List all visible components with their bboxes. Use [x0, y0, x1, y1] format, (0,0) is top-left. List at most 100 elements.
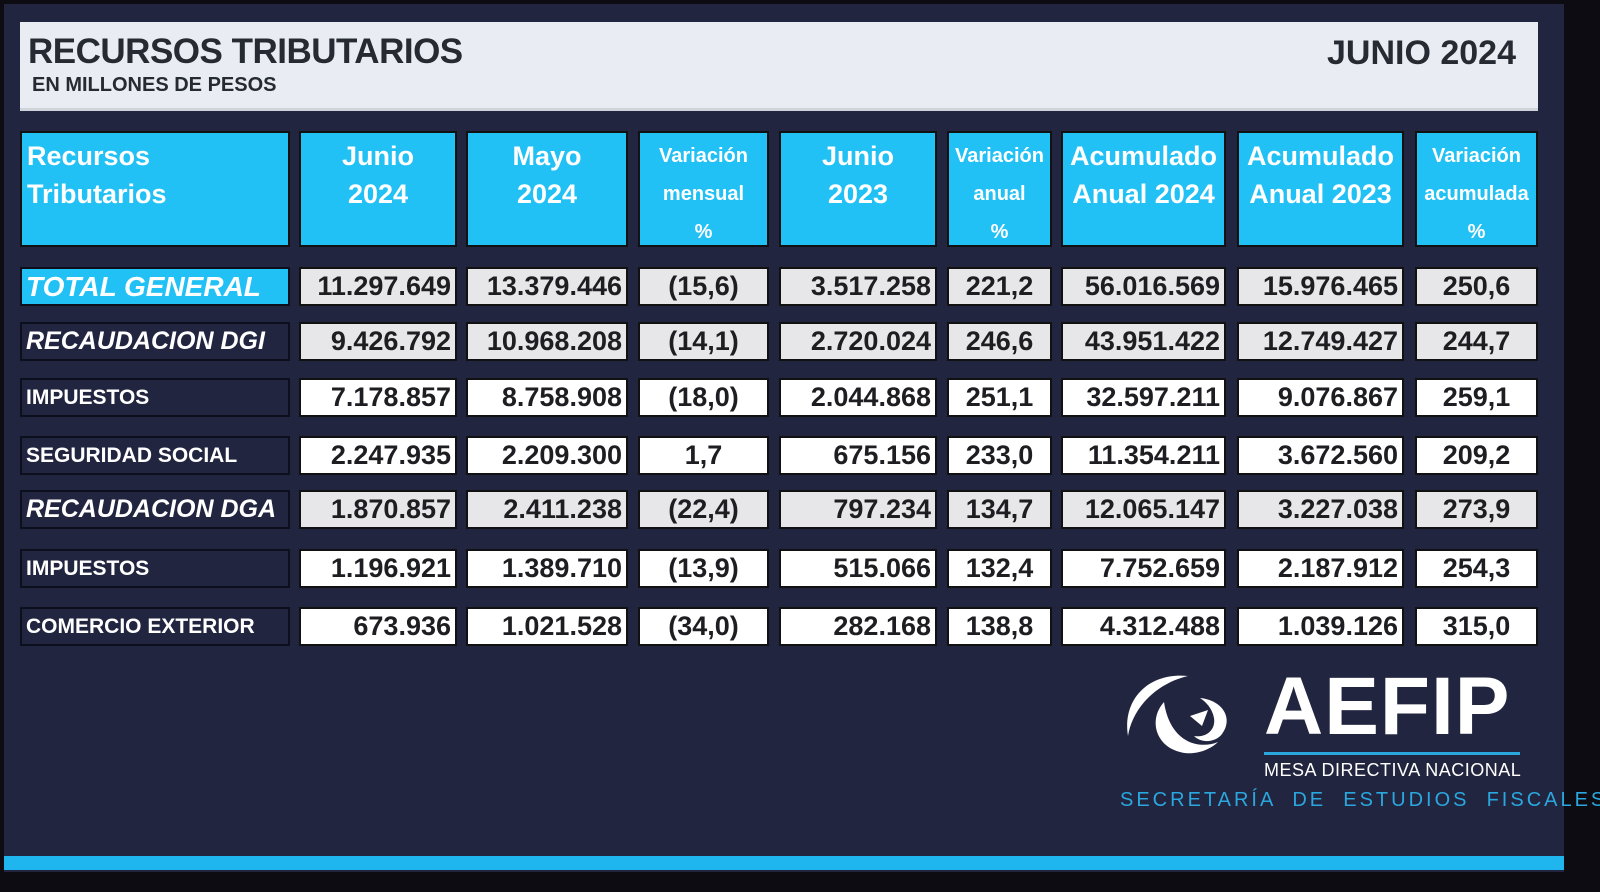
table-cell: 1,7 [638, 436, 769, 475]
column-header-line: mensual [662, 183, 745, 205]
column-header-line: Acumulado [1246, 141, 1394, 171]
page-title: RECURSOS TRIBUTARIOS [28, 32, 463, 71]
column-header-line: % [990, 221, 1009, 243]
column-header: Acumulado Anual 2023 [1237, 131, 1404, 247]
row-label: IMPUESTOS [20, 549, 290, 588]
table-cell: 56.016.569 [1061, 267, 1226, 306]
table-cell: 11.297.649 [299, 267, 457, 306]
table-cell: 11.354.211 [1061, 436, 1226, 475]
column-header-line: Variación [955, 145, 1044, 167]
table-cell: 138,8 [947, 607, 1052, 646]
column-header-line: Anual 2024 [1072, 179, 1215, 209]
row-label: IMPUESTOS [20, 378, 290, 417]
column-header: Junio 2023 [779, 131, 937, 247]
column-header: Variación acumulada% [1415, 131, 1538, 247]
table-cell: 7.178.857 [299, 378, 457, 417]
table-cell: (13,9) [638, 549, 769, 588]
table-cell: 244,7 [1415, 322, 1538, 361]
table-cell: 3.227.038 [1237, 490, 1404, 529]
column-header-line: Junio [822, 141, 894, 171]
logo-secretaria: SECRETARÍA DE ESTUDIOS FISCALES [1120, 789, 1600, 811]
table-cell: 32.597.211 [1061, 378, 1226, 417]
column-header: Junio 2024 [299, 131, 457, 247]
table-cell: (18,0) [638, 378, 769, 417]
row-label: TOTAL GENERAL [20, 267, 290, 306]
table-cell: 3.672.560 [1237, 436, 1404, 475]
column-header-line: Acumulado [1069, 141, 1217, 171]
column-header-line: Recursos [27, 141, 151, 171]
table-cell: 515.066 [779, 549, 937, 588]
column-header-line: acumulada [1424, 183, 1529, 205]
table-cell: (34,0) [638, 607, 769, 646]
logo-divider [1264, 752, 1520, 755]
column-header-line: Junio [342, 141, 414, 171]
column-header-line: Anual 2023 [1249, 179, 1392, 209]
row-label: RECAUDACION DGI [20, 322, 290, 361]
table-cell: 13.379.446 [466, 267, 628, 306]
table-cell: 2.044.868 [779, 378, 937, 417]
column-header-line: 2023 [827, 179, 889, 209]
row-label: RECAUDACION DGA [20, 490, 290, 529]
table-cell: 315,0 [1415, 607, 1538, 646]
column-header-line: Variación [659, 145, 748, 167]
table-cell: 2.187.912 [1237, 549, 1404, 588]
table-cell: 43.951.422 [1061, 322, 1226, 361]
table-cell: 282.168 [779, 607, 937, 646]
table-cell: 797.234 [779, 490, 937, 529]
logo-name: AEFIP [1264, 661, 1511, 752]
table-cell: 2.209.300 [466, 436, 628, 475]
table-cell: 1.389.710 [466, 549, 628, 588]
table-cell: 250,6 [1415, 267, 1538, 306]
table-cell: 9.426.792 [299, 322, 457, 361]
table-cell: 134,7 [947, 490, 1052, 529]
table-cell: 3.517.258 [779, 267, 937, 306]
table-cell: 12.749.427 [1237, 322, 1404, 361]
column-header-line: 2024 [516, 179, 578, 209]
table-cell: 1.196.921 [299, 549, 457, 588]
page-subtitle: EN MILLONES DE PESOS [32, 74, 277, 96]
table-cell: (14,1) [638, 322, 769, 361]
eye-logo-icon [1127, 675, 1227, 754]
table-cell: 673.936 [299, 607, 457, 646]
title-box: RECURSOS TRIBUTARIOS EN MILLONES DE PESO… [20, 22, 1538, 111]
table-cell: 2.411.238 [466, 490, 628, 529]
table-cell: 246,6 [947, 322, 1052, 361]
row-label: COMERCIO EXTERIOR [20, 607, 290, 646]
column-header-line: % [694, 221, 713, 243]
column-header: Recursos Tributarios [20, 131, 290, 247]
table-cell: 233,0 [947, 436, 1052, 475]
table-cell: 675.156 [779, 436, 937, 475]
table-cell: (15,6) [638, 267, 769, 306]
logo-tagline: MESA DIRECTIVA NACIONAL [1264, 760, 1522, 780]
table-cell: 273,9 [1415, 490, 1538, 529]
table-cell: 1.039.126 [1237, 607, 1404, 646]
column-header-line: Variación [1432, 145, 1521, 167]
table-cell: 8.758.908 [466, 378, 628, 417]
row-label: SEGURIDAD SOCIAL [20, 436, 290, 475]
table-cell: 132,4 [947, 549, 1052, 588]
table-cell: 221,2 [947, 267, 1052, 306]
table-cell: 251,1 [947, 378, 1052, 417]
table-cell: 1.870.857 [299, 490, 457, 529]
table-cell: 1.021.528 [466, 607, 628, 646]
table-cell: 259,1 [1415, 378, 1538, 417]
table-cell: 2.247.935 [299, 436, 457, 475]
table-cell: 209,2 [1415, 436, 1538, 475]
bottom-accent-bar [4, 856, 1564, 870]
column-header-line: anual [973, 183, 1026, 205]
column-header: Acumulado Anual 2024 [1061, 131, 1226, 247]
table-cell: 9.076.867 [1237, 378, 1404, 417]
column-header: Mayo 2024 [466, 131, 628, 247]
period-label: JUNIO 2024 [1327, 34, 1516, 72]
table-cell: 15.976.465 [1237, 267, 1404, 306]
table-cell: 12.065.147 [1061, 490, 1226, 529]
table-cell: 10.968.208 [466, 322, 628, 361]
table-cell: 7.752.659 [1061, 549, 1226, 588]
column-header-line: Mayo [512, 141, 582, 171]
column-header-line: 2024 [347, 179, 409, 209]
column-header: Variación anual% [947, 131, 1052, 247]
aefip-logo: AEFIP MESA DIRECTIVA NACIONAL SECRETARÍA… [1118, 661, 1600, 811]
table-cell: 4.312.488 [1061, 607, 1226, 646]
column-header-line: % [1467, 221, 1486, 243]
column-header-line: Tributarios [27, 179, 167, 209]
